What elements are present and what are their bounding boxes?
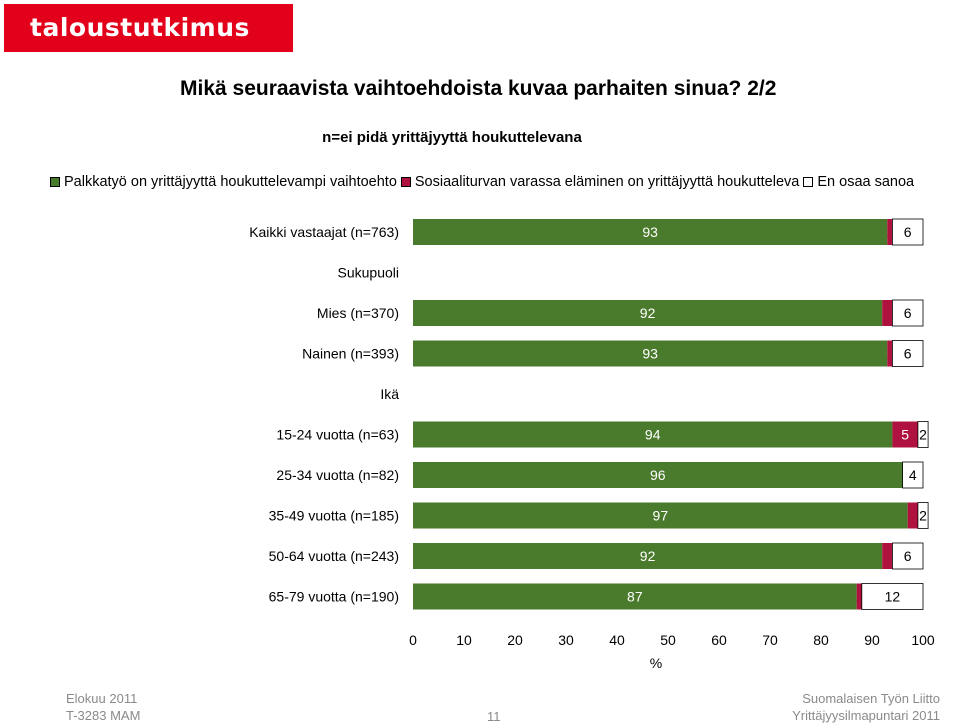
data-label: 92 bbox=[640, 548, 656, 564]
legend-label-palkkatyo: Palkkatyö on yrittäjyyttä houkuttelevamp… bbox=[64, 174, 397, 190]
bar-segment bbox=[882, 300, 893, 326]
bar-segment bbox=[917, 421, 929, 448]
x-tick-label: 50 bbox=[660, 632, 676, 648]
footer-left: Elokuu 2011 T-3283 MAM bbox=[66, 690, 140, 724]
brand-logo: taloustutkimus oy bbox=[4, 4, 293, 90]
bar-segment bbox=[892, 299, 924, 327]
legend-item-palkkatyo: Palkkatyö on yrittäjyyttä houkuttelevamp… bbox=[50, 174, 397, 190]
data-label: 6 bbox=[904, 305, 912, 321]
row-label: Kaikki vastaajat (n=763) bbox=[249, 224, 399, 240]
x-tick-label: 90 bbox=[864, 632, 880, 648]
data-label: 6 bbox=[904, 346, 912, 362]
legend-swatch-en-osaa-sanoa bbox=[803, 177, 814, 187]
bar-segment bbox=[882, 543, 893, 569]
footer-code: T-3283 MAM bbox=[66, 708, 141, 723]
row-label: 25-34 vuotta (n=82) bbox=[276, 467, 399, 483]
data-label: 2 bbox=[883, 305, 891, 321]
bar-segment bbox=[887, 340, 893, 367]
x-tick-label: 20 bbox=[507, 632, 523, 648]
bar-segment bbox=[892, 421, 918, 448]
data-label: 93 bbox=[642, 346, 658, 362]
data-label: 93 bbox=[642, 224, 658, 240]
bar-segment bbox=[892, 218, 924, 246]
x-tick-label: 30 bbox=[558, 632, 574, 648]
x-axis-title: % bbox=[650, 655, 662, 671]
bar-segment bbox=[902, 461, 924, 489]
bar-segment bbox=[413, 583, 857, 610]
data-label: 2 bbox=[883, 548, 891, 564]
row-label: 65-79 vuotta (n=190) bbox=[269, 589, 399, 605]
x-tick-label: 80 bbox=[813, 632, 829, 648]
data-label: 87 bbox=[627, 589, 643, 605]
row-label: 50-64 vuotta (n=243) bbox=[269, 548, 399, 564]
legend-item-sosiaaliturva: Sosiaaliturvan varassa eläminen on yritt… bbox=[400, 174, 800, 190]
data-label: 2 bbox=[909, 508, 917, 524]
x-tick-label: 10 bbox=[456, 632, 472, 648]
legend-swatch-sosiaaliturva bbox=[400, 177, 411, 187]
bar-segment bbox=[892, 340, 924, 367]
chart-subtitle: n=ei pidä yrittäjyyttä houkuttelevana bbox=[322, 129, 582, 146]
chart-title: Mikä seuraavista vaihtoehdoista kuvaa pa… bbox=[180, 77, 777, 100]
data-label: 6 bbox=[904, 224, 912, 240]
data-label: 1 bbox=[886, 346, 894, 362]
x-tick-label: 0 bbox=[409, 632, 417, 648]
row-label: 15-24 vuotta (n=63) bbox=[276, 427, 399, 443]
bar-segment bbox=[413, 502, 908, 529]
x-tick-label: 70 bbox=[762, 632, 778, 648]
bar-segment bbox=[892, 542, 924, 570]
data-label: 97 bbox=[653, 508, 669, 524]
footer-date: Elokuu 2011 bbox=[66, 691, 138, 706]
bar-segment bbox=[856, 583, 862, 610]
data-label: 96 bbox=[650, 467, 666, 483]
footer-right: Suomalaisen Työn Liitto Yrittäjyysilmapu… bbox=[792, 690, 940, 724]
row-group-header: Sukupuoli bbox=[338, 265, 400, 281]
bar-segment bbox=[413, 300, 883, 326]
bar-segment bbox=[413, 421, 893, 448]
bar-segment bbox=[413, 543, 883, 569]
legend-item-en-osaa-sanoa: En osaa sanoa bbox=[803, 174, 914, 190]
data-label: 4 bbox=[909, 467, 917, 483]
bar-segment bbox=[917, 502, 929, 529]
bar-segment bbox=[887, 219, 893, 245]
bar-segment bbox=[413, 462, 903, 488]
x-tick-label: 60 bbox=[711, 632, 727, 648]
bar-segment bbox=[413, 340, 888, 367]
data-label: 94 bbox=[645, 427, 661, 443]
footer-organization: Suomalaisen Työn Liitto bbox=[802, 691, 940, 706]
legend-label-en-osaa-sanoa: En osaa sanoa bbox=[817, 174, 915, 190]
bar-segment bbox=[861, 583, 924, 610]
row-label: 35-49 vuotta (n=185) bbox=[269, 508, 399, 524]
chart-legend: Palkkatyö on yrittäjyyttä houkuttelevamp… bbox=[50, 174, 918, 190]
data-label: 2 bbox=[919, 427, 927, 443]
data-label: 92 bbox=[640, 305, 656, 321]
x-tick-label: 100 bbox=[911, 632, 935, 648]
row-label: Mies (n=370) bbox=[317, 305, 399, 321]
page-number: 11 bbox=[487, 709, 501, 724]
row-group-header: Ikä bbox=[380, 386, 399, 402]
data-label: 12 bbox=[885, 589, 901, 605]
legend-label-sosiaaliturva: Sosiaaliturvan varassa eläminen on yritt… bbox=[414, 174, 800, 190]
data-label: 1 bbox=[886, 224, 894, 240]
x-tick-label: 40 bbox=[609, 632, 625, 648]
legend-swatch-palkkatyo bbox=[50, 177, 60, 187]
bar-segment bbox=[413, 219, 888, 245]
footer-report-name: Yrittäjyysilmapuntari 2011 bbox=[792, 708, 940, 723]
row-label: Nainen (n=393) bbox=[302, 346, 399, 362]
bar-segment bbox=[907, 502, 918, 529]
data-label: 2 bbox=[919, 508, 927, 524]
data-label: 1 bbox=[855, 589, 863, 605]
data-label: 6 bbox=[904, 548, 912, 564]
data-label: 5 bbox=[901, 427, 909, 443]
